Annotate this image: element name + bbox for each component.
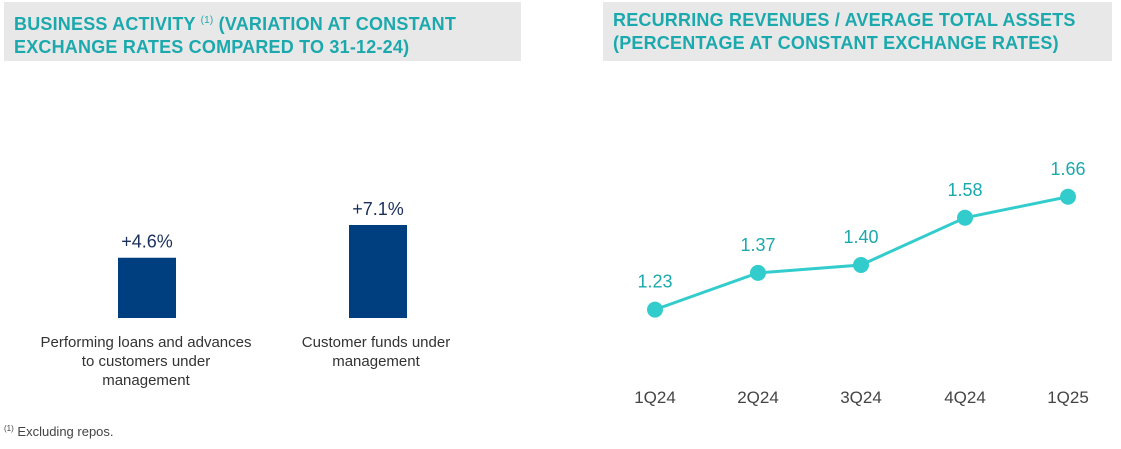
- series-line: [654, 195, 1069, 312]
- right-panel-title: RECURRING REVENUES / AVERAGE TOTAL ASSET…: [603, 2, 1112, 61]
- bar-value-label-0: +4.6%: [121, 232, 173, 252]
- x-tick-label-3: 4Q24: [944, 388, 986, 407]
- left-title-main: BUSINESS ACTIVITY: [14, 14, 196, 34]
- bar-category-label-loans: Performing loans and advances to custome…: [40, 334, 252, 389]
- bar-0: [118, 257, 176, 318]
- bar-value-label-1: +7.1%: [352, 199, 404, 219]
- line-point-1: [750, 264, 766, 281]
- footnote: (1) Excluding repos.: [4, 424, 114, 439]
- left-title-marker: (1): [200, 15, 214, 26]
- left-title-line2: EXCHANGE RATES COMPARED TO 31-12-24): [14, 37, 410, 57]
- x-tick-label-1: 2Q24: [737, 388, 779, 407]
- line-value-label-4: 1.66: [1050, 159, 1085, 179]
- footnote-text: Excluding repos.: [17, 424, 114, 439]
- right-title-line1: RECURRING REVENUES / AVERAGE TOTAL ASSET…: [613, 10, 1076, 30]
- bar-category-label-funds-text: Customer funds under management: [301, 334, 451, 370]
- line-point-2: [853, 257, 869, 273]
- x-tick-label-4: 1Q25: [1047, 388, 1089, 407]
- footnote-marker: (1): [4, 424, 14, 433]
- line-value-label-1: 1.37: [740, 235, 775, 255]
- left-panel-title: BUSINESS ACTIVITY (1) (VARIATION AT CONS…: [4, 2, 521, 61]
- x-tick-label-0: 1Q24: [634, 388, 676, 407]
- line-point-3: [957, 209, 973, 226]
- line-value-label-0: 1.23: [637, 272, 672, 292]
- bar-category-label-funds: Customer funds under management: [266, 333, 486, 371]
- line-point-0: [647, 301, 663, 318]
- x-tick-label-2: 3Q24: [840, 388, 882, 407]
- line-value-label-2: 1.40: [843, 227, 878, 247]
- line-value-label-3: 1.58: [947, 180, 982, 200]
- line-point-4: [1060, 188, 1076, 205]
- left-title-rest: (VARIATION AT CONSTANT: [218, 14, 457, 34]
- right-title-line2: (PERCENTAGE AT CONSTANT EXCHANGE RATES): [613, 33, 1059, 53]
- bar-1: [349, 224, 407, 318]
